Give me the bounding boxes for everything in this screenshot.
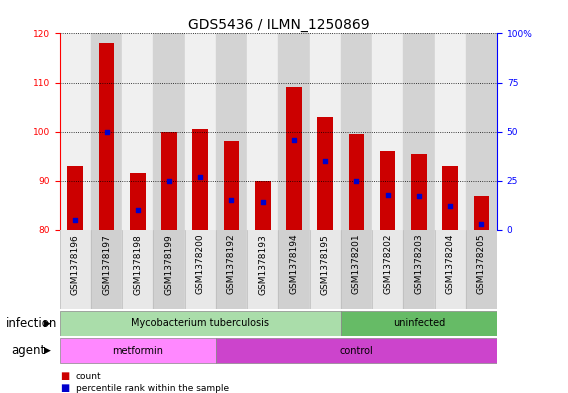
Point bbox=[383, 191, 392, 198]
Bar bbox=[68, 166, 83, 230]
Bar bbox=[122, 33, 153, 230]
Text: count: count bbox=[76, 372, 101, 381]
Bar bbox=[122, 230, 153, 309]
Bar bbox=[247, 230, 278, 309]
Bar bbox=[318, 117, 333, 230]
Bar bbox=[278, 33, 310, 230]
Bar bbox=[341, 230, 372, 309]
Bar bbox=[60, 311, 341, 336]
Bar bbox=[161, 132, 177, 230]
Bar bbox=[185, 230, 216, 309]
Bar bbox=[247, 33, 278, 230]
Bar bbox=[474, 195, 489, 230]
Bar bbox=[403, 230, 435, 309]
Text: ▶: ▶ bbox=[44, 319, 51, 328]
Bar bbox=[341, 311, 497, 336]
Bar bbox=[130, 173, 145, 230]
Text: GSM1378205: GSM1378205 bbox=[477, 234, 486, 294]
Point bbox=[165, 178, 174, 184]
Text: ■: ■ bbox=[60, 371, 69, 382]
Text: GSM1378195: GSM1378195 bbox=[321, 234, 329, 295]
Text: ▶: ▶ bbox=[44, 346, 51, 355]
Bar bbox=[216, 33, 247, 230]
Bar bbox=[216, 338, 497, 363]
Point bbox=[258, 199, 267, 206]
Bar bbox=[99, 43, 114, 230]
Text: GSM1378197: GSM1378197 bbox=[102, 234, 111, 295]
Bar bbox=[466, 230, 497, 309]
Text: percentile rank within the sample: percentile rank within the sample bbox=[76, 384, 229, 393]
Bar bbox=[380, 151, 395, 230]
Bar bbox=[193, 129, 208, 230]
Text: GSM1378198: GSM1378198 bbox=[133, 234, 142, 295]
Point bbox=[445, 203, 454, 209]
Bar bbox=[60, 338, 216, 363]
Point bbox=[320, 158, 329, 164]
Text: infection: infection bbox=[6, 317, 57, 330]
Bar bbox=[60, 230, 91, 309]
Bar bbox=[60, 33, 91, 230]
Bar bbox=[435, 33, 466, 230]
Text: GSM1378204: GSM1378204 bbox=[446, 234, 454, 294]
Text: metformin: metformin bbox=[112, 346, 163, 356]
Title: GDS5436 / ILMN_1250869: GDS5436 / ILMN_1250869 bbox=[187, 18, 369, 32]
Text: agent: agent bbox=[11, 344, 45, 357]
Bar bbox=[286, 87, 302, 230]
Point bbox=[352, 178, 361, 184]
Point bbox=[227, 197, 236, 204]
Bar bbox=[216, 230, 247, 309]
Text: GSM1378193: GSM1378193 bbox=[258, 234, 267, 295]
Text: GSM1378196: GSM1378196 bbox=[71, 234, 80, 295]
Text: GSM1378194: GSM1378194 bbox=[290, 234, 298, 294]
Bar bbox=[466, 33, 497, 230]
Bar bbox=[372, 33, 403, 230]
Bar bbox=[278, 230, 310, 309]
Bar bbox=[153, 230, 185, 309]
Bar bbox=[372, 230, 403, 309]
Bar bbox=[91, 230, 122, 309]
Bar bbox=[403, 33, 435, 230]
Point bbox=[133, 207, 142, 213]
Bar bbox=[442, 166, 458, 230]
Bar bbox=[91, 33, 122, 230]
Text: GSM1378203: GSM1378203 bbox=[415, 234, 423, 294]
Text: GSM1378201: GSM1378201 bbox=[352, 234, 361, 294]
Text: Mycobacterium tuberculosis: Mycobacterium tuberculosis bbox=[131, 318, 269, 328]
Point bbox=[477, 221, 486, 227]
Point bbox=[70, 217, 80, 223]
Point bbox=[195, 174, 204, 180]
Bar bbox=[435, 230, 466, 309]
Bar bbox=[349, 134, 364, 230]
Bar bbox=[185, 33, 216, 230]
Text: GSM1378199: GSM1378199 bbox=[165, 234, 173, 295]
Point bbox=[414, 193, 423, 200]
Bar bbox=[310, 230, 341, 309]
Text: uninfected: uninfected bbox=[393, 318, 445, 328]
Bar bbox=[411, 154, 427, 230]
Text: GSM1378192: GSM1378192 bbox=[227, 234, 236, 294]
Text: GSM1378200: GSM1378200 bbox=[196, 234, 204, 294]
Bar bbox=[153, 33, 185, 230]
Bar bbox=[224, 141, 239, 230]
Text: GSM1378202: GSM1378202 bbox=[383, 234, 392, 294]
Text: ■: ■ bbox=[60, 383, 69, 393]
Bar bbox=[341, 33, 372, 230]
Text: control: control bbox=[340, 346, 373, 356]
Point bbox=[102, 129, 111, 135]
Point bbox=[289, 136, 299, 143]
Bar bbox=[255, 181, 270, 230]
Bar bbox=[310, 33, 341, 230]
